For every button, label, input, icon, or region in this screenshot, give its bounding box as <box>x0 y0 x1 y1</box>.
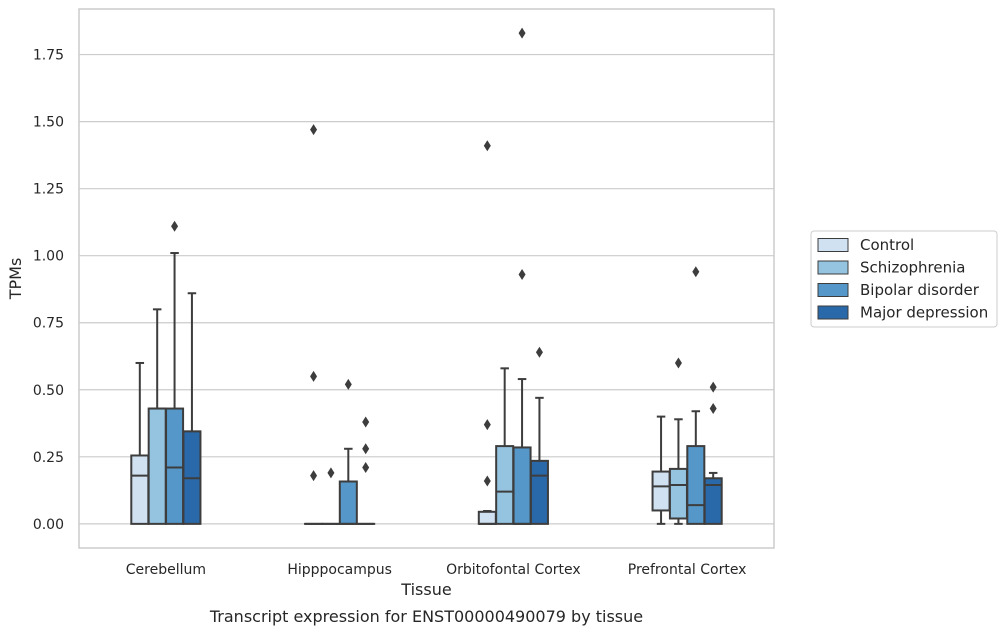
legend-swatch <box>817 260 849 275</box>
x-axis-title: Tissue <box>400 580 451 599</box>
box-3-0 <box>182 292 202 525</box>
box-outlier <box>483 475 491 487</box>
y-tick-label: 0.50 <box>33 383 64 399</box>
box-0-1 <box>304 124 324 525</box>
box-2-2 <box>512 27 532 525</box>
y-tick-label: 0.00 <box>33 517 64 533</box>
box-outlier <box>692 266 700 278</box>
box-body <box>165 407 185 525</box>
box-body <box>495 445 515 525</box>
box-outlier <box>483 419 491 431</box>
x-tick-labels: Cerebellum Hipppocampus Orbitofontal Corte… <box>126 562 747 578</box>
box-0-0 <box>130 361 150 525</box>
box-body <box>512 446 532 525</box>
box-plots <box>130 27 723 525</box>
legend-label: Bipolar disorder <box>860 281 980 299</box>
y-tick-label: 0.25 <box>33 450 64 466</box>
box-outlier <box>535 346 543 358</box>
box-outlier <box>310 370 318 382</box>
y-tick-label: 1.00 <box>33 249 64 265</box>
box-body <box>651 470 671 512</box>
x-tick-label: Prefrontal Cortex <box>628 562 747 578</box>
box-outlier <box>483 140 491 152</box>
chart-caption: Transcript expression for ENST0000049007… <box>209 607 643 626</box>
box-outlier <box>362 443 370 455</box>
box-outlier <box>171 220 179 232</box>
box-outlier <box>362 416 370 428</box>
y-tick-label: 0.75 <box>33 316 64 332</box>
legend-label: Control <box>860 236 914 254</box>
legend: Control Schizophrenia Bipolar disorder Majo… <box>810 230 998 328</box>
x-tick-label: Cerebellum <box>126 562 206 578</box>
box-outlier <box>310 124 318 136</box>
legend-swatch <box>817 305 849 320</box>
box-body <box>529 459 549 525</box>
legend-frame <box>810 230 998 328</box>
legend-swatch <box>817 238 849 252</box>
box-body <box>668 467 688 520</box>
box-3-3 <box>703 381 723 525</box>
x-tick-label: Orbitofontal Cortex <box>446 562 581 578</box>
y-axis-title: TPMs <box>6 258 25 301</box>
legend-label: Schizophrenia <box>860 259 965 277</box>
box-outlier <box>709 403 717 415</box>
y-tick-label: 1.75 <box>33 48 64 64</box>
legend-label: Major depression <box>860 304 988 322</box>
x-tick-label: Hipppocampus <box>287 562 392 578</box>
box-body <box>130 454 150 525</box>
legend-swatch <box>817 283 849 297</box>
y-tick-label: 1.25 <box>33 182 64 198</box>
box-1-0 <box>147 308 167 525</box>
box-outlier <box>344 378 352 390</box>
box-outlier <box>674 357 682 369</box>
box-0-2 <box>477 140 497 525</box>
y-tick-label: 1.50 <box>33 115 64 131</box>
box-2-1 <box>338 378 358 525</box>
box-outlier <box>518 268 526 280</box>
box-body <box>477 510 497 525</box>
box-outlier <box>518 27 526 39</box>
box-3-1 <box>356 416 376 525</box>
box-outlier <box>709 381 717 393</box>
box-1-1 <box>321 467 341 525</box>
box-body <box>147 407 167 525</box>
box-outlier <box>362 462 370 474</box>
box-body <box>686 445 706 525</box>
plot-frame <box>78 8 775 549</box>
box-outlier <box>327 467 335 479</box>
box-body <box>703 477 723 525</box>
box-body <box>338 480 358 525</box>
box-1-3 <box>668 357 688 525</box>
y-tick-labels: 0.00 0.25 0.50 0.75 1.00 1.25 1.50 1.75 <box>33 48 64 533</box>
box-outlier <box>310 470 318 482</box>
box-3-2 <box>529 346 549 525</box>
